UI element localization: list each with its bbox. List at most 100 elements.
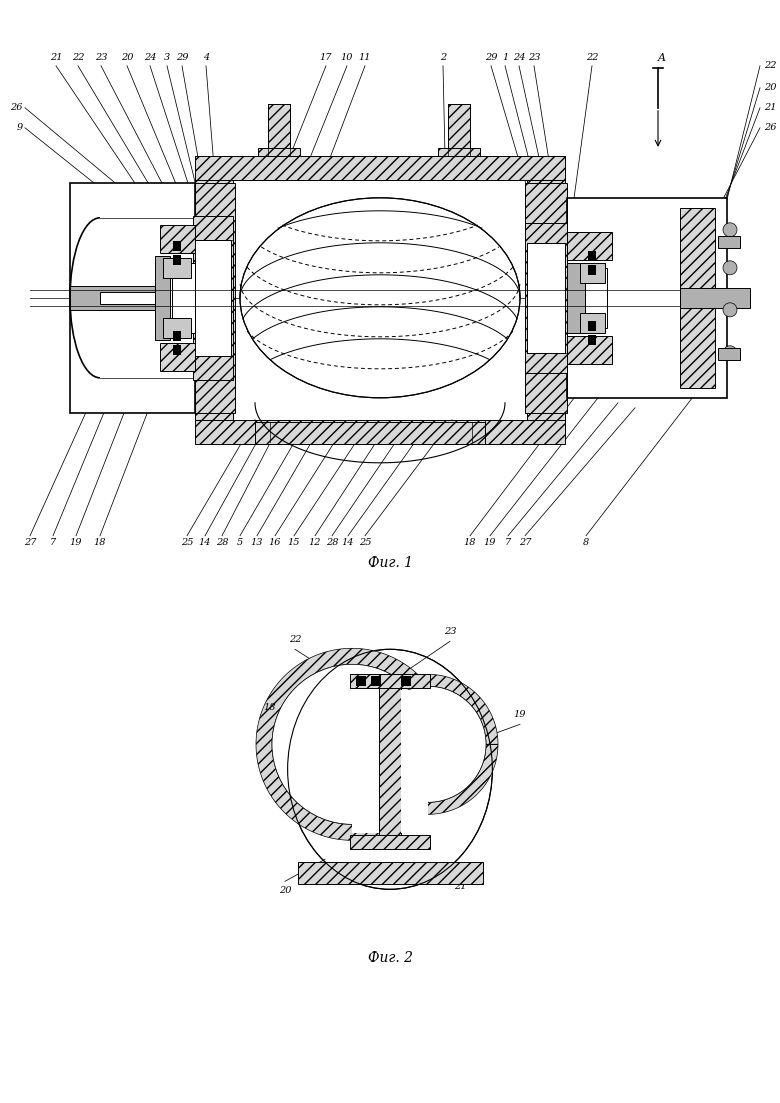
Text: 24: 24 <box>144 53 156 62</box>
Text: 27: 27 <box>519 538 531 547</box>
Bar <box>195 156 565 180</box>
Text: 18: 18 <box>464 538 477 547</box>
Bar <box>567 197 727 398</box>
Circle shape <box>370 686 486 802</box>
Bar <box>588 250 596 260</box>
Bar <box>680 207 715 388</box>
Bar <box>195 180 233 420</box>
Text: 23: 23 <box>444 628 456 636</box>
Bar <box>527 243 565 353</box>
Bar <box>350 835 430 849</box>
Text: 4: 4 <box>203 53 209 62</box>
Text: 23: 23 <box>94 53 108 62</box>
Bar <box>173 240 181 250</box>
Text: 10: 10 <box>341 53 353 62</box>
Text: Фиг. 2: Фиг. 2 <box>367 951 413 965</box>
Circle shape <box>723 223 737 237</box>
Text: 22: 22 <box>72 53 84 62</box>
Circle shape <box>723 260 737 275</box>
Bar <box>379 688 401 835</box>
Bar <box>438 148 480 156</box>
Bar <box>70 286 155 310</box>
Bar <box>163 318 191 338</box>
Text: 26: 26 <box>764 124 777 132</box>
Circle shape <box>272 664 432 824</box>
Text: 25: 25 <box>359 538 371 547</box>
Text: 24: 24 <box>512 53 525 62</box>
Bar <box>580 313 605 333</box>
Text: 14: 14 <box>199 538 211 547</box>
Circle shape <box>723 303 737 317</box>
Polygon shape <box>358 674 498 814</box>
Text: 28: 28 <box>216 538 229 547</box>
Text: 18: 18 <box>264 704 276 713</box>
Text: 14: 14 <box>342 538 354 547</box>
Bar <box>268 104 290 156</box>
Text: 3: 3 <box>164 53 170 62</box>
Text: 21: 21 <box>764 104 777 113</box>
Text: A: A <box>658 53 666 63</box>
Text: 25: 25 <box>181 538 193 547</box>
Bar <box>588 335 596 345</box>
Bar <box>448 104 470 156</box>
Bar <box>401 690 428 833</box>
Bar <box>258 148 300 156</box>
Bar <box>100 292 155 303</box>
Bar <box>350 674 430 688</box>
Bar <box>195 239 231 356</box>
Text: 1: 1 <box>502 53 508 62</box>
Bar <box>298 863 483 885</box>
Text: 16: 16 <box>269 538 282 547</box>
Text: 21: 21 <box>50 53 62 62</box>
Bar <box>195 183 235 413</box>
Text: 28: 28 <box>326 538 339 547</box>
Bar <box>580 263 605 282</box>
Text: 27: 27 <box>23 538 36 547</box>
Polygon shape <box>256 649 448 840</box>
Text: 9: 9 <box>16 124 23 132</box>
Text: 15: 15 <box>288 538 300 547</box>
Bar <box>163 258 191 278</box>
Bar <box>401 676 411 686</box>
Bar <box>527 180 565 420</box>
Bar <box>588 265 596 275</box>
Ellipse shape <box>288 650 492 889</box>
Text: 26: 26 <box>10 104 23 113</box>
Text: 5: 5 <box>237 538 243 547</box>
Text: 22: 22 <box>586 53 598 62</box>
Text: 29: 29 <box>176 53 188 62</box>
Text: 20: 20 <box>764 84 777 93</box>
Text: 29: 29 <box>484 53 498 62</box>
Text: Фиг. 1: Фиг. 1 <box>367 556 413 570</box>
Ellipse shape <box>242 200 518 396</box>
Circle shape <box>723 346 737 360</box>
Text: 7: 7 <box>50 538 56 547</box>
Bar <box>680 288 750 308</box>
Bar <box>567 335 612 364</box>
Bar <box>195 420 565 443</box>
Text: 22: 22 <box>289 635 301 644</box>
Text: 19: 19 <box>69 538 82 547</box>
Bar <box>173 345 181 355</box>
Text: 19: 19 <box>514 710 526 719</box>
Text: 7: 7 <box>505 538 511 547</box>
Bar <box>172 263 195 333</box>
Ellipse shape <box>240 197 520 398</box>
Bar <box>718 236 740 248</box>
Text: 22: 22 <box>764 62 777 71</box>
Text: 11: 11 <box>359 53 371 62</box>
Bar <box>567 232 612 260</box>
Bar <box>160 343 195 371</box>
Bar <box>193 216 233 379</box>
Bar <box>173 255 181 265</box>
Text: 18: 18 <box>94 538 106 547</box>
Bar <box>173 331 181 341</box>
Bar <box>718 347 740 360</box>
Bar <box>525 223 567 373</box>
Bar <box>255 421 485 443</box>
Text: 12: 12 <box>309 538 321 547</box>
Text: 13: 13 <box>250 538 264 547</box>
Text: 17: 17 <box>320 53 332 62</box>
Bar <box>588 321 596 331</box>
Text: 20: 20 <box>121 53 133 62</box>
